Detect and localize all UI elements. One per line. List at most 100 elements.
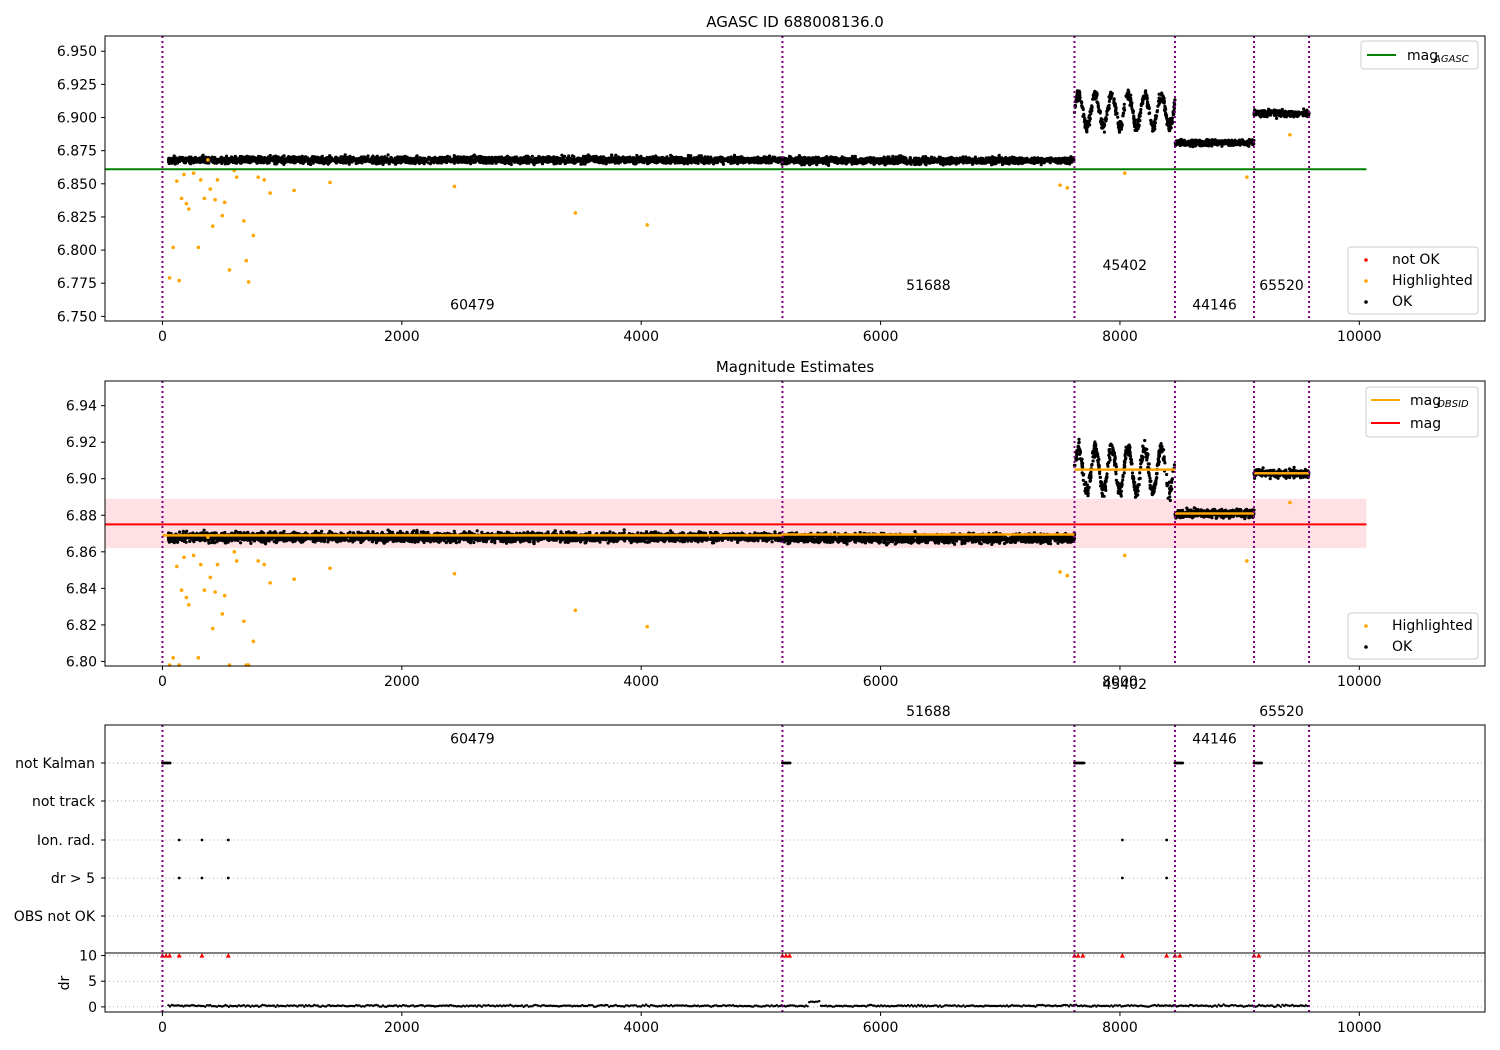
ok-point	[994, 159, 999, 163]
ok-point	[1101, 125, 1106, 129]
ok-point	[1085, 128, 1089, 132]
ok-point	[684, 157, 688, 161]
x-tick-label: 0	[158, 329, 167, 345]
ok-point	[1113, 103, 1117, 107]
ok-point	[1059, 161, 1063, 165]
ok-point	[1092, 96, 1096, 100]
ok-point	[465, 160, 469, 164]
ok-point	[984, 161, 988, 165]
ok-point	[1166, 117, 1170, 122]
ok-point	[928, 159, 932, 163]
ok-point	[400, 160, 404, 164]
ok-point	[368, 157, 372, 161]
ok-point	[359, 155, 364, 159]
ok-point	[1108, 93, 1112, 97]
ok-point	[532, 163, 536, 167]
ok-point	[1098, 111, 1102, 115]
ok-point	[215, 161, 219, 165]
ok-point	[374, 162, 378, 166]
ok-point	[612, 159, 616, 163]
ok-point	[345, 157, 349, 162]
ok-point	[887, 157, 891, 161]
ok-point	[1020, 161, 1024, 165]
ok-point	[758, 157, 763, 161]
ok-point	[268, 153, 272, 158]
ok-point	[657, 156, 661, 161]
ok-point	[1130, 101, 1134, 105]
ok-point	[509, 161, 513, 165]
ok-point	[1096, 105, 1100, 109]
ok-point	[560, 153, 564, 157]
ok-point	[287, 156, 292, 160]
ok-point	[1018, 156, 1022, 160]
ok-point	[607, 160, 612, 164]
ok-point	[218, 159, 222, 163]
ok-point	[339, 158, 343, 162]
ok-point	[1158, 96, 1162, 100]
ok-point	[853, 161, 857, 165]
ok-point	[562, 158, 566, 162]
ok-point	[740, 156, 744, 160]
ok-point	[692, 157, 697, 161]
ok-point	[1108, 97, 1112, 101]
ok-point	[197, 157, 201, 161]
ok-point	[768, 158, 772, 162]
ok-point	[882, 159, 886, 163]
y-tick-label: 6.950	[57, 44, 97, 60]
agasc-panel-axes: 0 2000 4000 6000 8000 100006.7506.7756.8006.8…	[57, 44, 1382, 345]
ok-point	[382, 160, 386, 164]
ok-point	[326, 161, 330, 165]
y-tick-label: 6.750	[57, 309, 97, 325]
ok-point	[606, 157, 610, 161]
ok-point	[221, 157, 225, 161]
ok-point	[1170, 116, 1174, 120]
ok-point	[1090, 107, 1094, 111]
ok-point	[619, 156, 623, 160]
ok-point	[498, 156, 502, 160]
ok-point	[558, 161, 562, 165]
ok-point	[934, 160, 939, 164]
ok-point	[290, 160, 294, 164]
ok-point	[476, 156, 480, 160]
ok-point	[773, 158, 777, 162]
ok-point	[1161, 95, 1165, 99]
ok-point	[695, 157, 699, 161]
ok-point	[370, 161, 375, 165]
x-tick-label: 4000	[623, 329, 659, 345]
ok-point	[258, 159, 263, 163]
ok-point	[328, 154, 332, 158]
y-tick-label: 6.800	[57, 243, 97, 259]
ok-point	[597, 160, 601, 164]
ok-point	[614, 153, 618, 157]
ok-point	[235, 158, 239, 162]
ok-point	[1122, 102, 1126, 106]
ok-point	[1162, 101, 1166, 105]
ok-point	[366, 154, 370, 158]
y-tick-label: 6.875	[57, 144, 97, 160]
ok-point	[1116, 115, 1120, 119]
ok-point	[386, 153, 390, 157]
ok-point	[651, 156, 655, 160]
ok-point	[731, 156, 735, 160]
ok-point	[696, 161, 700, 165]
ok-point	[379, 156, 383, 160]
ok-point	[749, 157, 753, 161]
ok-point	[389, 158, 393, 162]
ok-point	[1084, 122, 1088, 126]
ok-point	[1144, 91, 1148, 95]
ok-point	[175, 161, 180, 165]
ok-point	[1115, 111, 1119, 115]
ok-point	[1039, 163, 1043, 167]
y-tick-label: 6.825	[57, 210, 97, 226]
ok-point	[587, 155, 591, 159]
ok-point	[1065, 157, 1069, 161]
ok-point	[638, 157, 642, 161]
ok-point	[673, 161, 677, 165]
ok-point	[1223, 140, 1228, 144]
ok-point	[297, 159, 301, 163]
x-tick-label: 8000	[1102, 329, 1138, 345]
ok-point	[578, 159, 583, 163]
ok-point	[333, 156, 337, 160]
ok-point	[1102, 130, 1106, 134]
